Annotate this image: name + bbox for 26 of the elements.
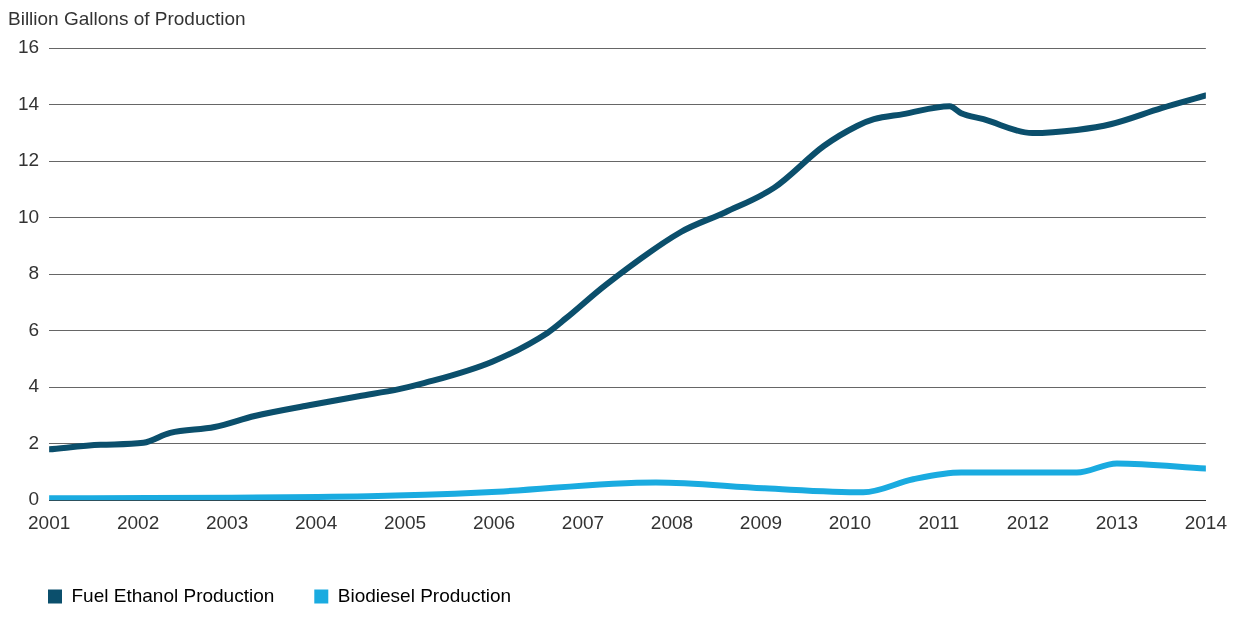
- x-tick-label: 2014: [1184, 511, 1228, 533]
- x-tick-label: 2004: [294, 511, 338, 533]
- x-tick-label: 2011: [918, 511, 960, 533]
- x-tick-label: 2006: [472, 511, 516, 533]
- x-tick-label: 2010: [828, 511, 872, 533]
- x-tick-label: 2001: [27, 511, 71, 533]
- y-axis-title: Billion Gallons of Production: [8, 7, 246, 29]
- x-tick-label: 2007: [561, 511, 605, 533]
- y-tick-label: 2: [28, 431, 40, 453]
- x-tick-label: 2013: [1095, 511, 1139, 533]
- x-tick-label: 2003: [205, 511, 249, 533]
- x-tick-label: 2008: [650, 511, 694, 533]
- y-tick-label: 6: [28, 318, 40, 340]
- y-tick-label: 8: [28, 262, 40, 284]
- legend-label: Biodiesel Production: [337, 584, 512, 606]
- x-tick-label: 2009: [739, 511, 783, 533]
- x-tick-label: 2012: [1006, 511, 1050, 533]
- y-tick-label: 10: [17, 205, 40, 227]
- x-tick-label: 2002: [116, 511, 160, 533]
- y-tick-label: 0: [28, 488, 40, 510]
- x-tick-label: 2005: [383, 511, 427, 533]
- y-tick-label: 14: [17, 92, 40, 114]
- y-tick-label: 12: [17, 149, 40, 171]
- legend-label: Fuel Ethanol Production: [71, 584, 275, 606]
- y-tick-label: 16: [17, 36, 40, 58]
- y-tick-label: 4: [28, 375, 40, 397]
